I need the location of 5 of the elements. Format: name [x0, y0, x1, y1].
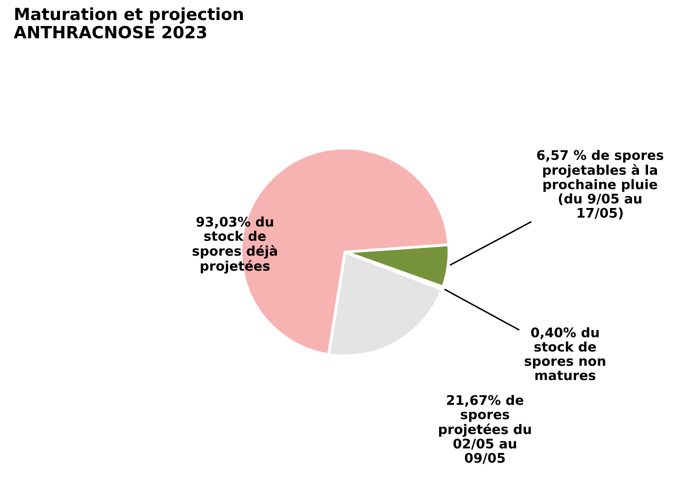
chart-title: Maturation et projection ANTHRACNOSE 2023: [14, 7, 243, 38]
slice-label: 6,57 % de spores projetables à la prochaine pluie (du 9/05 au 17/05): [537, 150, 664, 220]
slice-label: 0,40% du stock de spores non matures: [524, 327, 606, 380]
slice-label: 93,03% du stock de spores déjà projetées: [192, 216, 277, 274]
slice-label: 21,67% de spores projetées du 02/05 au 09/05: [439, 394, 531, 464]
